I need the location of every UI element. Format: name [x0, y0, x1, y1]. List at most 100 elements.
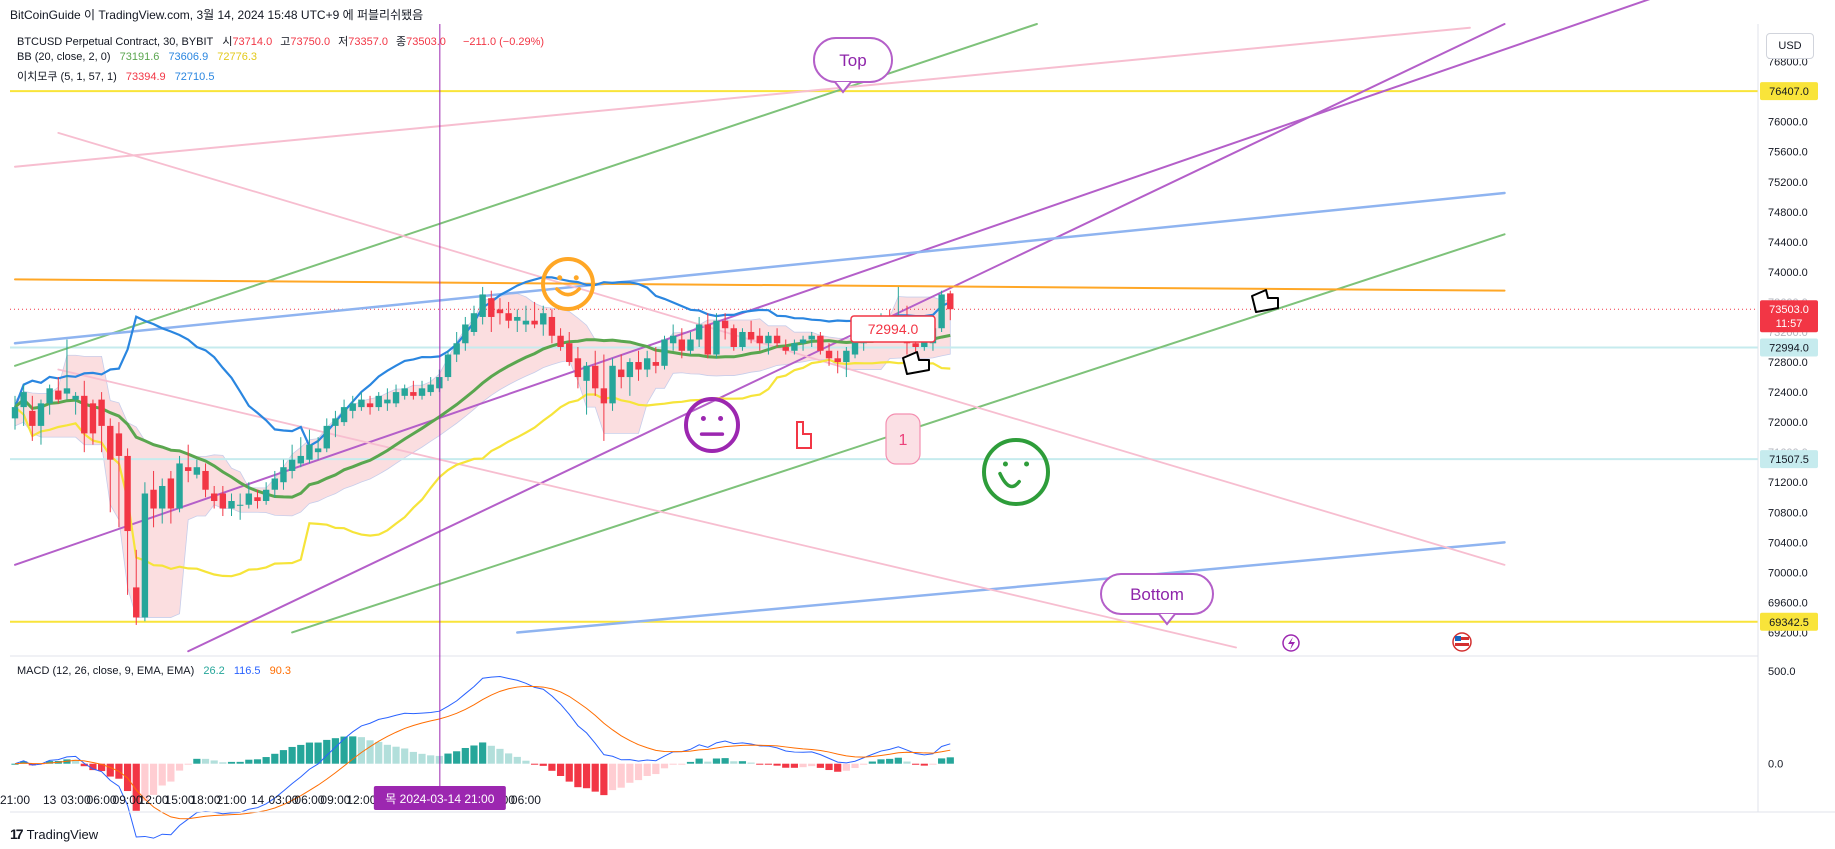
candle[interactable] [366, 395, 374, 415]
candle[interactable] [704, 313, 711, 359]
candle[interactable] [288, 444, 296, 479]
candle[interactable] [938, 290, 945, 332]
candle[interactable] [72, 392, 79, 415]
candle[interactable] [773, 328, 781, 348]
candle[interactable] [29, 395, 36, 441]
candle[interactable] [401, 384, 408, 400]
candle[interactable] [592, 350, 599, 396]
candle[interactable] [167, 470, 175, 524]
candle[interactable] [488, 290, 495, 332]
top-callout[interactable]: Top [813, 37, 893, 94]
candle[interactable] [219, 485, 227, 517]
candle[interactable] [176, 455, 183, 513]
candle[interactable] [392, 384, 400, 408]
candle[interactable] [947, 290, 954, 321]
finger-up-icon[interactable] [796, 421, 812, 449]
number-badge[interactable]: 1 [885, 413, 921, 465]
candle[interactable] [808, 331, 815, 348]
candle[interactable] [245, 482, 253, 509]
purple-channel-upper[interactable] [187, 23, 1506, 653]
candle[interactable] [236, 493, 244, 520]
candle[interactable] [193, 459, 201, 479]
price-box-callout[interactable]: 72994.0 [850, 315, 936, 343]
candle[interactable] [496, 298, 504, 325]
candle[interactable] [280, 459, 287, 490]
neutral-face-icon[interactable] [684, 397, 740, 453]
candle[interactable] [522, 305, 530, 332]
candle[interactable] [756, 328, 763, 351]
candle[interactable] [747, 320, 755, 344]
candle[interactable] [349, 395, 356, 419]
currency-selector[interactable]: USD [1766, 33, 1814, 59]
wry-face-icon[interactable] [982, 438, 1050, 506]
candle[interactable] [358, 392, 365, 411]
candle[interactable] [375, 392, 382, 411]
candle[interactable] [834, 350, 841, 374]
pointing-hand-icon[interactable] [1251, 289, 1279, 313]
candle[interactable] [739, 328, 746, 351]
candle[interactable] [557, 328, 564, 351]
candle[interactable] [479, 286, 486, 325]
candle[interactable] [228, 493, 235, 517]
candle[interactable] [817, 331, 824, 355]
candle[interactable] [695, 316, 703, 348]
candle[interactable] [271, 470, 278, 498]
candle[interactable] [652, 347, 660, 374]
candle[interactable] [566, 331, 573, 366]
candle[interactable] [505, 301, 512, 329]
candle[interactable] [514, 309, 521, 332]
candle[interactable] [678, 328, 686, 359]
candle[interactable] [531, 301, 538, 329]
candle[interactable] [444, 350, 452, 381]
candle[interactable] [340, 399, 348, 426]
candle[interactable] [618, 354, 625, 389]
candle[interactable] [107, 418, 114, 513]
candle[interactable] [159, 478, 166, 524]
blue-channel-upper[interactable] [13, 191, 1506, 345]
candle[interactable] [332, 410, 339, 438]
lightning-event-icon[interactable] [1282, 634, 1300, 652]
candle[interactable] [410, 380, 417, 400]
candle[interactable] [687, 331, 694, 355]
candle[interactable] [262, 482, 270, 505]
candle[interactable] [254, 489, 261, 509]
candle[interactable] [133, 549, 140, 625]
bottom-callout[interactable]: Bottom [1100, 573, 1214, 626]
candle[interactable] [314, 437, 322, 460]
pink-trend-upper[interactable] [57, 132, 1506, 566]
smile-face-icon[interactable] [541, 257, 595, 311]
candle[interactable] [55, 377, 62, 404]
pink-trend-top[interactable] [14, 26, 1471, 168]
candle[interactable] [843, 347, 850, 378]
us-flag-event-icon[interactable] [1452, 632, 1472, 652]
candle[interactable] [635, 350, 642, 381]
candle[interactable] [470, 305, 478, 336]
blue-channel-lower[interactable] [516, 541, 1506, 634]
candle[interactable] [323, 418, 330, 453]
candle[interactable] [306, 429, 313, 464]
candle[interactable] [150, 470, 157, 528]
candle[interactable] [202, 463, 209, 498]
candle[interactable] [799, 335, 807, 351]
candle[interactable] [427, 377, 434, 396]
orange-resistance-line[interactable] [14, 278, 1506, 292]
candle[interactable] [297, 437, 304, 468]
candle[interactable] [453, 331, 460, 363]
candle[interactable] [626, 358, 634, 396]
candle[interactable] [730, 324, 737, 351]
candle[interactable] [765, 331, 772, 355]
candle[interactable] [583, 362, 590, 415]
candle[interactable] [825, 343, 833, 366]
candle[interactable] [669, 324, 677, 351]
candle[interactable] [600, 354, 608, 441]
candle[interactable] [46, 384, 53, 415]
candle[interactable] [643, 350, 651, 378]
candle[interactable] [20, 384, 27, 426]
candle[interactable] [98, 392, 105, 453]
pointing-hand-icon[interactable] [902, 351, 930, 375]
candle[interactable] [661, 335, 668, 370]
candle[interactable] [713, 313, 720, 359]
candle[interactable] [418, 380, 426, 400]
candle[interactable] [185, 444, 192, 483]
